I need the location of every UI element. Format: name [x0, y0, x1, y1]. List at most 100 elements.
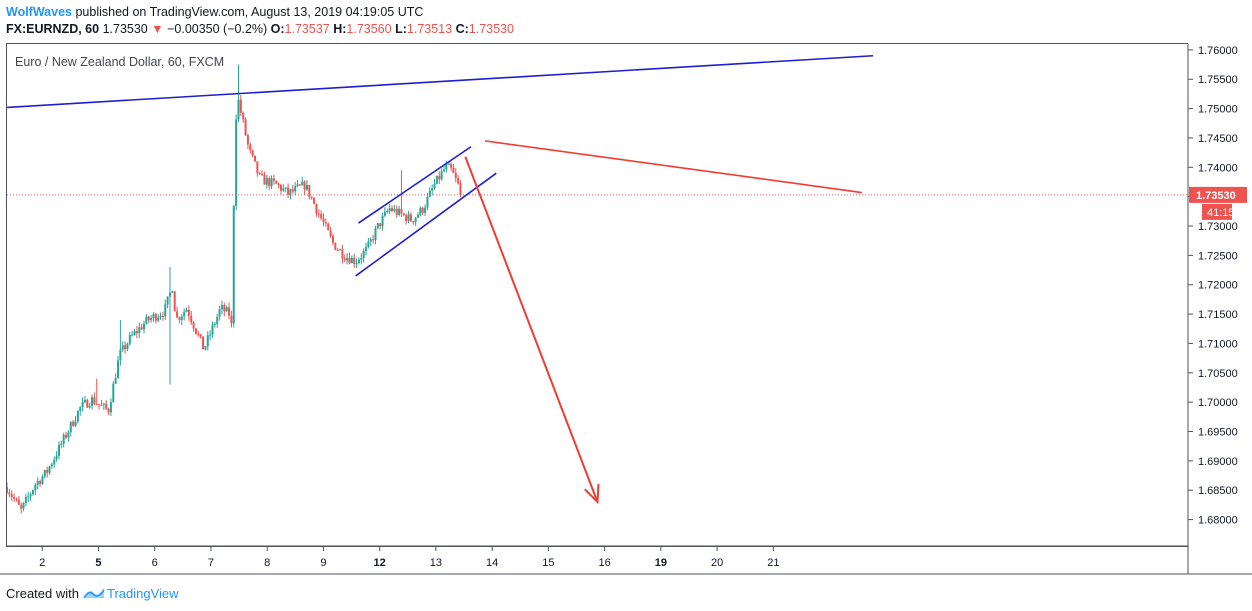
candle-body — [381, 215, 384, 227]
candle-body — [220, 305, 223, 310]
price-tick-label: 1.68500 — [1198, 485, 1238, 497]
candle-body — [60, 443, 63, 445]
low-label: L: — [395, 22, 407, 36]
candle-body — [62, 434, 65, 444]
symbol-line: FX:EURNZD, 60 1.73530 ▼ −0.00350 (−0.2%)… — [6, 21, 514, 38]
time-tick-label: 15 — [542, 557, 554, 569]
last-price: 1.73530 — [102, 22, 148, 36]
time-axis[interactable]: 2 5 6 7 8 9 12 13 14 15 16 19 20 21 — [0, 545, 1252, 575]
candle-body — [327, 223, 330, 231]
published-text: published on TradingView.com, August 13,… — [72, 5, 424, 19]
candle-body — [339, 249, 342, 251]
candle-body — [107, 408, 110, 413]
projection-arrow-head — [584, 483, 600, 505]
candle-body — [178, 317, 181, 320]
candle-body — [202, 336, 205, 350]
candle-body — [83, 399, 86, 403]
time-tick-label: 6 — [152, 557, 158, 569]
candle-body — [329, 230, 332, 236]
price-tick-label: 1.72500 — [1198, 250, 1238, 262]
candle-body — [249, 144, 252, 151]
candle-body — [268, 178, 271, 187]
candle-body — [331, 235, 334, 243]
candle-body — [187, 309, 190, 316]
candle-body — [48, 466, 51, 473]
price-tick-label: 1.72000 — [1198, 280, 1238, 292]
price-tick-label: 1.75500 — [1198, 74, 1238, 86]
candle-body — [244, 119, 247, 136]
candle-body — [79, 406, 82, 411]
time-tick-label: 14 — [486, 557, 498, 569]
candle-body — [17, 499, 20, 505]
candle-body — [346, 257, 349, 261]
time-tick-label: 13 — [430, 557, 442, 569]
candle-body — [36, 481, 39, 485]
candle-body — [121, 345, 124, 350]
candle-body — [157, 317, 160, 321]
candle-body — [393, 208, 396, 211]
candle-body — [126, 343, 129, 350]
candle-body — [20, 504, 23, 509]
tradingview-brand-link[interactable]: TradingView — [106, 585, 179, 601]
candle-body — [421, 207, 424, 213]
candle-body — [57, 444, 60, 456]
price-change: −0.00350 (−0.2%) — [167, 22, 268, 36]
candle-body — [442, 169, 445, 172]
candle-body — [10, 494, 13, 497]
candle-body — [294, 186, 297, 192]
candle-body — [379, 223, 382, 227]
candle-body — [424, 207, 427, 213]
candle-body — [457, 177, 460, 184]
candle-body — [230, 315, 233, 324]
candle-body — [369, 239, 372, 242]
time-tick-label: 5 — [95, 557, 101, 569]
candle-body — [88, 405, 91, 408]
price-axis[interactable]: 1.68000 1.68500 1.69000 1.69500 1.70000 1.705… — [1187, 44, 1247, 574]
candle-body — [131, 334, 134, 336]
price-tick-label: 1.71000 — [1198, 338, 1238, 350]
open-value: 1.73537 — [284, 22, 330, 36]
time-tick-label: 20 — [711, 557, 723, 569]
candle-body — [7, 487, 8, 493]
candle-body — [50, 464, 53, 467]
candle-body — [445, 164, 448, 170]
candle-body — [438, 175, 441, 180]
open-label: O: — [270, 22, 285, 36]
candle-body — [145, 316, 148, 324]
candle-body — [41, 476, 44, 484]
candle-body — [161, 315, 164, 317]
candle-body — [140, 327, 143, 330]
high-value: 1.73560 — [346, 22, 392, 36]
author-link[interactable]: WolfWaves — [6, 5, 72, 19]
candle-body — [365, 247, 368, 252]
candle-body — [228, 307, 231, 316]
candle-body — [206, 335, 209, 347]
candle-body — [407, 214, 410, 222]
candle-body — [81, 402, 84, 407]
candle-body — [452, 167, 455, 173]
candle-body — [109, 402, 112, 413]
candle-body — [223, 305, 226, 312]
candle-body — [386, 211, 389, 213]
candle-body — [24, 497, 27, 503]
candle-body — [34, 484, 37, 491]
candle-body — [256, 161, 259, 174]
trendlines-group — [7, 54, 874, 505]
candle-body — [419, 207, 422, 215]
candle-body — [305, 184, 308, 190]
candle-body — [100, 404, 103, 406]
candle-body — [341, 249, 344, 259]
price-tick-label: 1.74500 — [1198, 133, 1238, 145]
time-tick-label: 12 — [374, 557, 386, 569]
candle-body — [119, 349, 122, 361]
candle-body — [272, 178, 275, 181]
candle-body — [76, 410, 79, 422]
candle-body — [128, 334, 131, 344]
candle-body — [416, 214, 419, 218]
candle-body — [459, 183, 462, 195]
candle-body — [176, 311, 179, 318]
candle-body — [13, 496, 16, 499]
low-value: 1.73513 — [406, 22, 453, 36]
time-tick-label: 2 — [39, 557, 45, 569]
